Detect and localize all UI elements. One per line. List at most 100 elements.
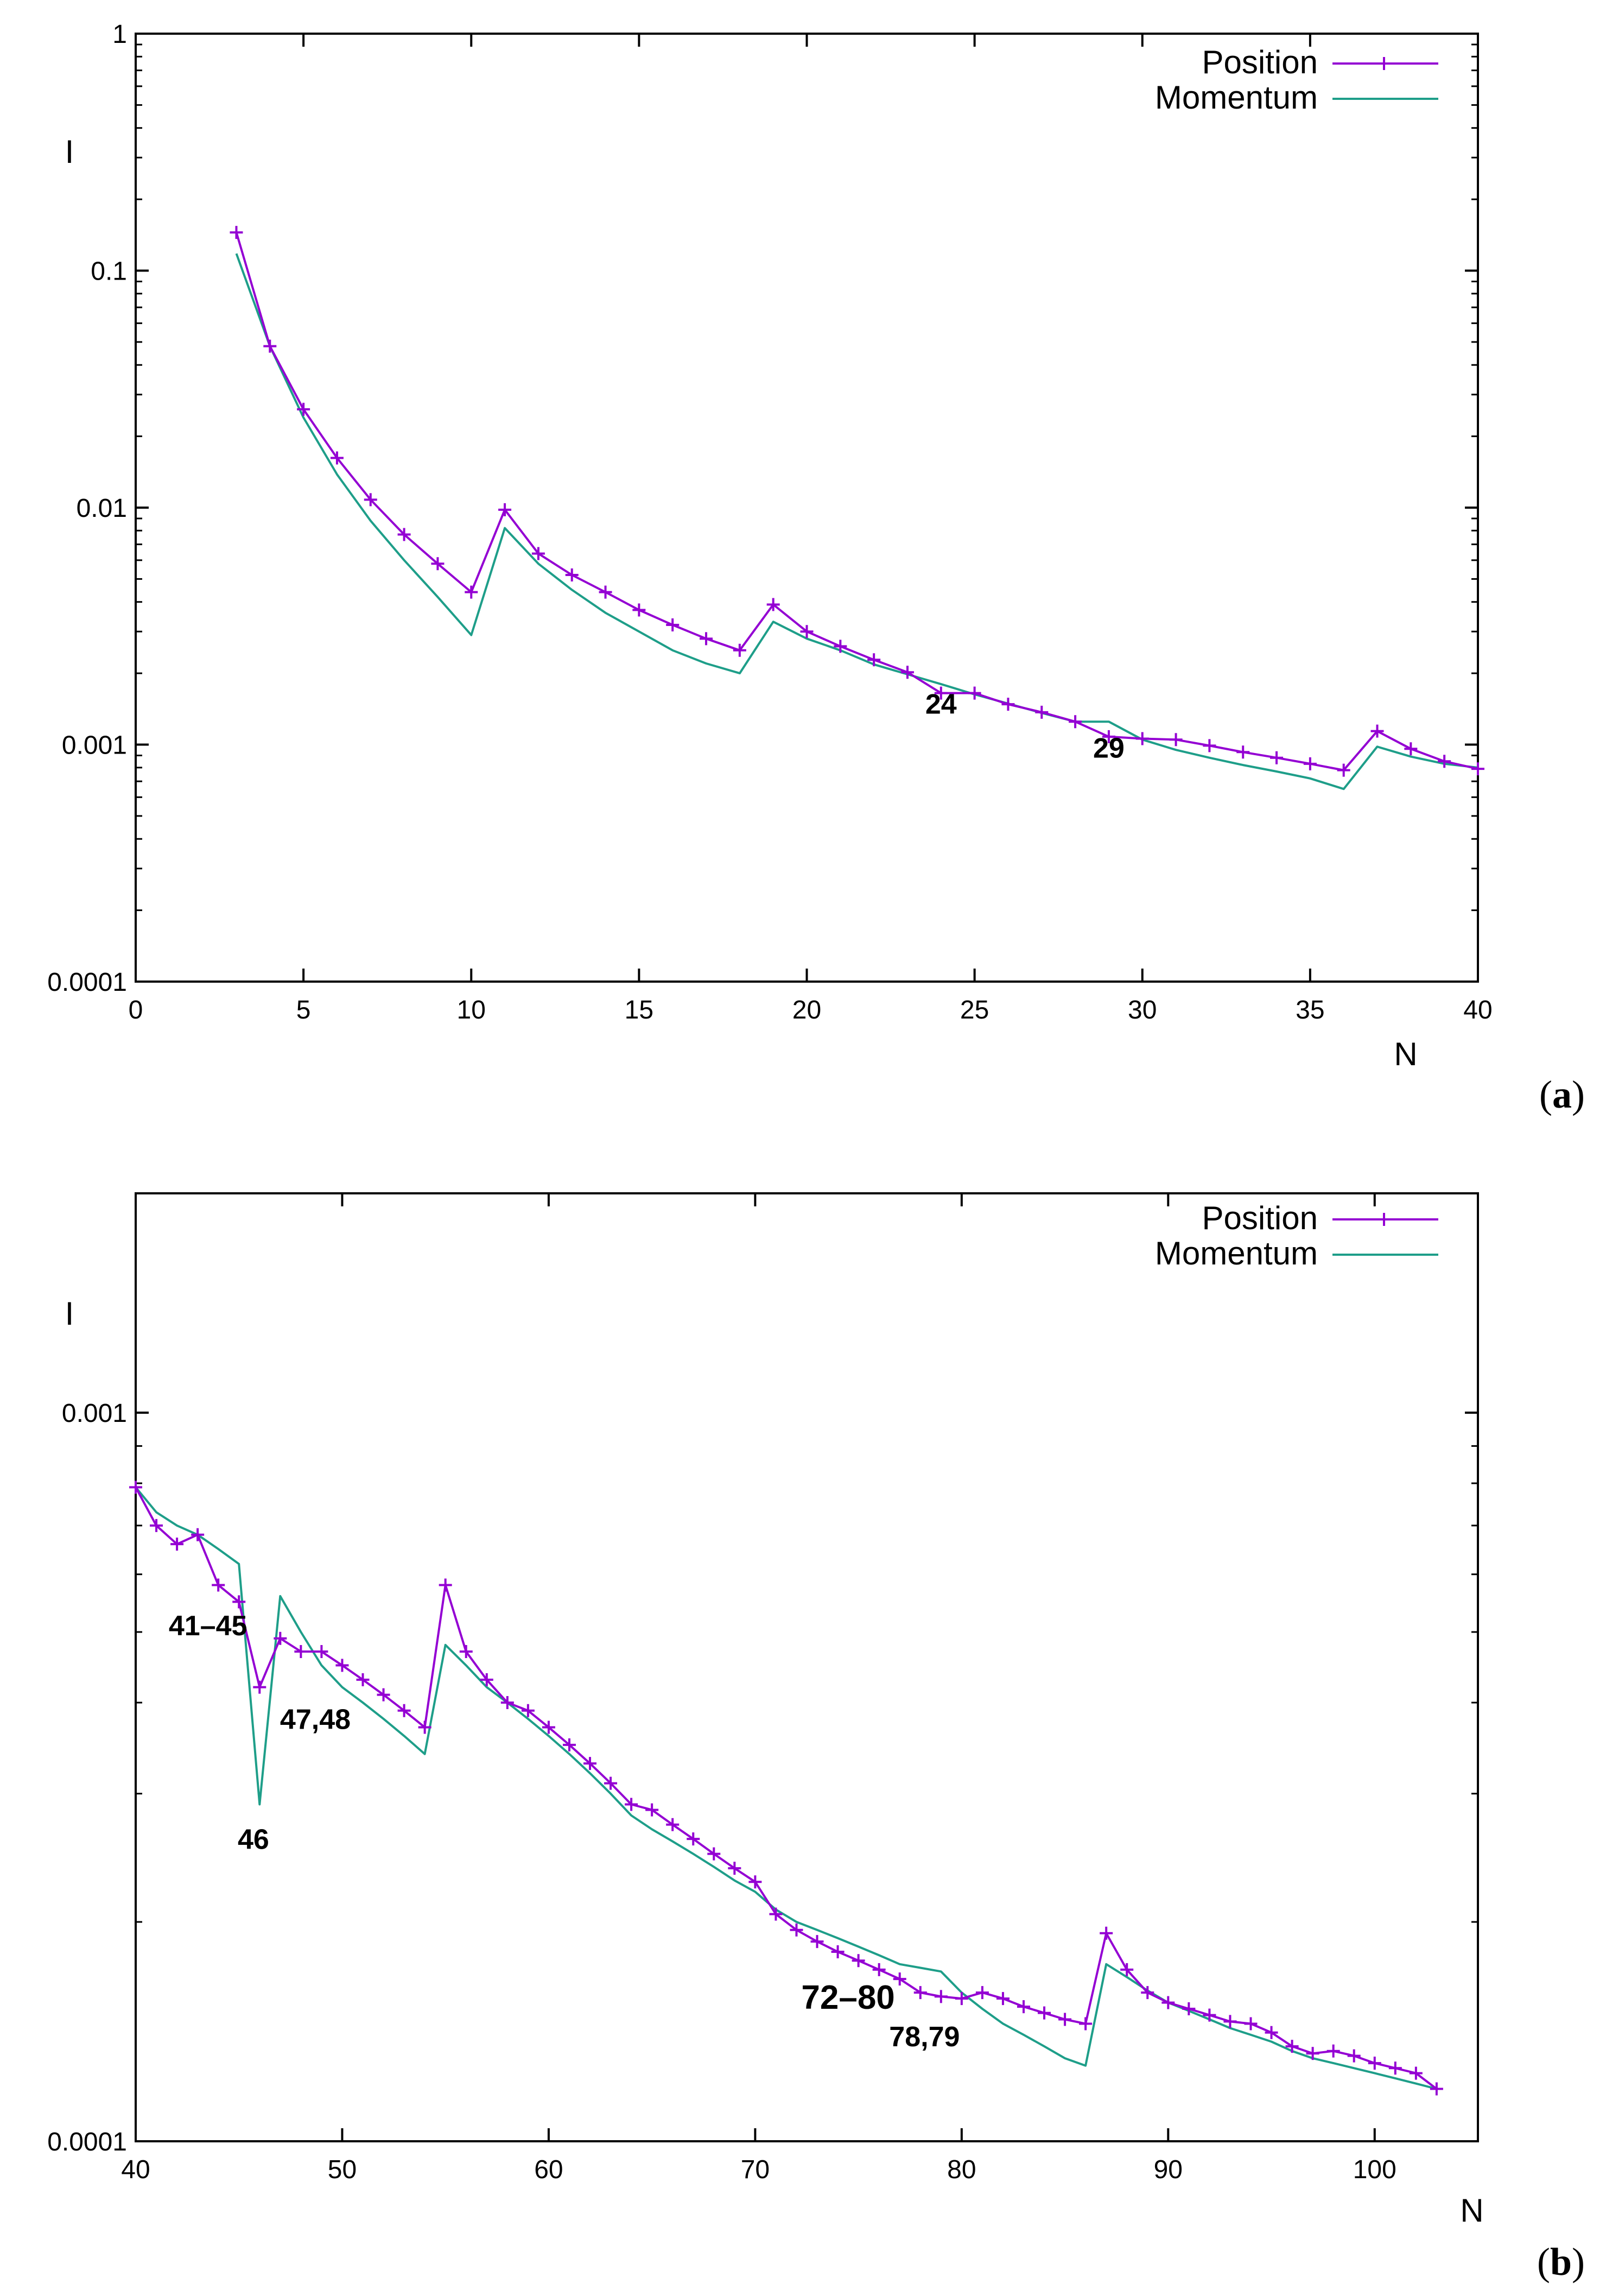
data-point <box>599 585 612 599</box>
x-tick-label: 5 <box>296 996 311 1024</box>
x-axis-title: N <box>1460 2192 1483 2229</box>
data-point <box>1135 732 1149 745</box>
series-group <box>129 1481 1443 2096</box>
data-point <box>1244 2017 1258 2031</box>
data-point <box>439 1578 452 1592</box>
legend-label-position: Position <box>1202 1200 1318 1236</box>
data-point <box>1388 2061 1402 2075</box>
y-axis-title: I <box>65 134 74 170</box>
panel-label-open: ( <box>1537 2240 1550 2284</box>
y-tick-label: 0.001 <box>62 731 127 760</box>
data-point <box>1100 1926 1113 1940</box>
x-tick-label: 15 <box>625 996 653 1024</box>
data-point <box>625 1798 638 1811</box>
annotation-label: 46 <box>238 1824 269 1855</box>
data-point <box>1035 705 1049 719</box>
series-line-momentum <box>235 253 1478 790</box>
data-point <box>1038 2006 1051 2020</box>
data-point <box>1161 1996 1175 2009</box>
data-point <box>1370 724 1384 738</box>
data-point <box>170 1538 184 1551</box>
x-tick-label: 0 <box>129 996 143 1024</box>
data-point <box>968 686 981 700</box>
data-point <box>1001 698 1015 711</box>
y-tick-label: 0.0001 <box>47 2128 127 2156</box>
data-point <box>1430 2082 1443 2096</box>
legend-marker-position <box>1378 1213 1391 1226</box>
data-point <box>1404 742 1418 756</box>
data-point <box>666 1818 680 1831</box>
data-point <box>531 547 545 560</box>
data-point <box>1069 715 1082 729</box>
data-point <box>253 1680 266 1694</box>
data-point <box>831 1945 845 1958</box>
data-point <box>565 568 579 581</box>
data-point <box>1409 2066 1423 2080</box>
data-point <box>733 643 746 657</box>
series-line-position <box>135 1487 1438 2090</box>
x-tick-label: 30 <box>1128 996 1157 1024</box>
data-point <box>900 666 914 679</box>
data-point <box>955 1992 968 2006</box>
panel-label-close: ) <box>1572 1073 1585 1116</box>
x-tick-label: 10 <box>457 996 486 1024</box>
data-point <box>810 1935 824 1949</box>
data-point <box>1347 2049 1361 2063</box>
panel-letter: b <box>1550 2240 1572 2284</box>
tick-group: 0 5 10 15 20 25 30 35 40 0.0001 0.001 0.01 0.1 1 <box>47 20 1493 1024</box>
chart-panel-a: 0 5 10 15 20 25 30 35 40 0.0001 0.001 0.01 0.1 1 24 29… <box>47 20 1585 1116</box>
x-tick-label: 20 <box>792 996 821 1024</box>
data-point <box>431 557 445 571</box>
series-line-momentum <box>135 1487 1437 2090</box>
data-point <box>465 585 478 599</box>
x-tick-label: 40 <box>121 2155 150 2184</box>
plot-frame <box>135 1192 1479 2142</box>
data-point <box>1270 751 1284 764</box>
data-point <box>728 1862 741 1875</box>
legend-label-momentum: Momentum <box>1155 1235 1318 1272</box>
x-tick-label: 60 <box>534 2155 563 2184</box>
data-point <box>996 1992 1010 2006</box>
legend-label-position: Position <box>1202 44 1318 80</box>
annotation-group: 41–45 47,48 46 72–80 78,79 <box>169 1610 960 2053</box>
data-point <box>666 618 680 631</box>
panel-letter: a <box>1552 1073 1572 1116</box>
data-point <box>397 528 411 541</box>
data-point <box>297 402 310 416</box>
data-point <box>1182 2002 1196 2015</box>
data-point <box>1223 2015 1237 2028</box>
data-point <box>583 1757 597 1770</box>
data-point <box>1203 2008 1216 2022</box>
data-point <box>1337 763 1350 777</box>
panel-label: (a) <box>1539 1073 1585 1116</box>
data-point <box>542 1721 555 1734</box>
x-axis-title: N <box>1394 1036 1417 1072</box>
data-point <box>191 1528 205 1541</box>
data-point <box>315 1645 328 1659</box>
annotation-label: 47,48 <box>280 1704 351 1736</box>
data-point <box>867 653 881 667</box>
data-point <box>356 1673 370 1686</box>
data-point <box>129 1481 142 1494</box>
legend: Position Momentum <box>1155 44 1438 116</box>
data-point <box>1471 762 1484 776</box>
annotation-group: 24 29 <box>925 689 1125 764</box>
data-point <box>230 226 243 239</box>
data-point <box>459 1645 473 1659</box>
data-point <box>975 1986 989 2000</box>
x-tick-label: 80 <box>947 2155 976 2184</box>
data-point <box>934 686 948 700</box>
data-point <box>521 1704 535 1717</box>
data-point <box>1326 2044 1340 2058</box>
series-group <box>230 226 1484 790</box>
data-point <box>212 1578 225 1592</box>
data-point <box>872 1963 886 1976</box>
data-point <box>645 1803 659 1817</box>
data-point <box>766 598 780 611</box>
x-tick-label: 100 <box>1353 2155 1396 2184</box>
data-point <box>1102 730 1115 743</box>
x-tick-label: 25 <box>960 996 989 1024</box>
legend-label-momentum: Momentum <box>1155 79 1318 116</box>
data-point <box>562 1738 576 1751</box>
